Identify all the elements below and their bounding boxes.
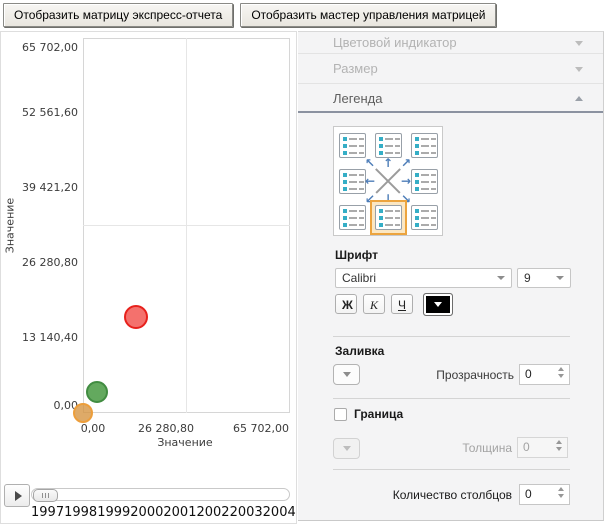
- legend-pos-top-center[interactable]: [374, 132, 402, 158]
- legend-position-grid: ↖ ↑ ↗ ← → ↙ ↓ ↘: [333, 126, 443, 236]
- year-label: 1999: [97, 505, 131, 520]
- transparency-input[interactable]: [520, 365, 557, 382]
- year-label: 2000: [130, 505, 164, 520]
- spinner-up-icon[interactable]: [558, 487, 564, 491]
- y-tick: 52 561,60: [22, 106, 78, 119]
- y-tick: 0,00: [53, 399, 79, 412]
- column-count-input[interactable]: [520, 485, 557, 502]
- fill-section-label: Заливка: [335, 344, 385, 358]
- bubble-chart-panel: Значение 65 702,00 52 561,60 39 421,20 2…: [0, 31, 297, 524]
- italic-button[interactable]: К: [363, 294, 385, 314]
- chevron-down-icon: [556, 276, 564, 280]
- arrow-up-icon: ↑: [382, 156, 394, 170]
- border-checkbox[interactable]: [334, 408, 347, 421]
- font-size-combobox[interactable]: 9: [517, 268, 571, 288]
- chevron-down-icon: [342, 372, 351, 377]
- bold-button[interactable]: Ж: [335, 294, 357, 314]
- legend-preview-icon: [374, 204, 402, 230]
- spinner-down-icon[interactable]: [558, 374, 564, 378]
- font-size-value: 9: [524, 271, 531, 285]
- arrow-left-icon: ←: [364, 174, 376, 188]
- year-label: 2003: [229, 505, 263, 520]
- chevron-down-icon: [342, 446, 351, 451]
- transparency-spinner[interactable]: [519, 364, 570, 385]
- year-label: 2004: [262, 505, 296, 520]
- show-matrix-manager-button[interactable]: Отобразить мастер управления матрицей: [240, 3, 497, 27]
- font-family-combobox[interactable]: Calibri: [335, 268, 512, 288]
- arrow-up-left-icon: ↖: [364, 156, 376, 170]
- legend-pos-top-right[interactable]: [410, 132, 438, 158]
- y-tick: 13 140,40: [22, 331, 78, 344]
- bubble-red[interactable]: [123, 305, 148, 330]
- chevron-up-icon: [575, 95, 583, 101]
- divider: [333, 469, 570, 470]
- font-section-label: Шрифт: [335, 248, 378, 262]
- legend-pos-bottom-left[interactable]: [338, 204, 366, 230]
- x-tick: 65 702,00: [233, 422, 289, 435]
- legend-pos-top-left[interactable]: [338, 132, 366, 158]
- arrow-down-left-icon: ↙: [365, 193, 375, 205]
- year-label: 1998: [64, 505, 98, 520]
- section-color-indicator[interactable]: Цветовой индикатор: [298, 32, 603, 54]
- y-tick: 26 280,80: [22, 256, 78, 269]
- font-color-dropdown-button[interactable]: [423, 293, 453, 316]
- underline-button[interactable]: Ч: [391, 294, 413, 314]
- timeline-year-labels: 1997 1998 1999 2000 2001 2002 2003 2004: [31, 505, 296, 520]
- fill-color-dropdown-button[interactable]: [333, 364, 360, 385]
- thickness-label: Толщина: [462, 441, 512, 455]
- year-label: 2002: [196, 505, 230, 520]
- section-label: Цветовой индикатор: [333, 35, 457, 50]
- y-axis-title: Значение: [3, 197, 17, 254]
- column-count-label: Количество столбцов: [392, 488, 512, 502]
- y-tick: 39 421,20: [22, 181, 78, 194]
- divider: [333, 336, 570, 337]
- thickness-spinner: [517, 437, 568, 458]
- font-family-value: Calibri: [342, 271, 377, 285]
- spinner-up-icon[interactable]: [558, 367, 564, 371]
- chevron-down-icon: [575, 40, 583, 46]
- legend-pos-bottom-center-selected[interactable]: [369, 199, 407, 235]
- legend-pos-middle-right[interactable]: [410, 168, 438, 194]
- year-label: 1997: [31, 505, 65, 520]
- spinner-down-icon: [556, 447, 562, 451]
- bubble-green[interactable]: [85, 380, 108, 403]
- column-count-spinner[interactable]: [519, 484, 570, 505]
- legend-pos-none-x-icon[interactable]: [374, 167, 402, 195]
- section-label: Легенда: [333, 91, 383, 106]
- year-label: 2001: [163, 505, 197, 520]
- section-size[interactable]: Размер: [298, 54, 603, 84]
- show-express-report-matrix-button[interactable]: Отобразить матрицу экспресс-отчета: [3, 3, 234, 27]
- x-axis-title: Значение: [157, 436, 213, 449]
- border-label: Граница: [354, 407, 404, 421]
- arrow-up-right-icon: ↗: [400, 156, 412, 170]
- legend-pos-middle-left[interactable]: [338, 168, 366, 194]
- legend-pos-bottom-right[interactable]: [410, 204, 438, 230]
- arrow-right-icon: →: [400, 174, 412, 188]
- arrow-down-right-icon: ↘: [401, 193, 411, 205]
- settings-panel: Цветовой индикатор Размер Легенда ↖ ↑ ↗ …: [298, 31, 604, 521]
- border-color-dropdown-button[interactable]: [333, 438, 360, 459]
- bubble-orange[interactable]: [73, 403, 93, 423]
- spinner-up-icon: [556, 440, 562, 444]
- play-icon: [14, 490, 22, 501]
- toolbar: Отобразить матрицу экспресс-отчета Отобр…: [3, 3, 497, 27]
- x-tick: 0,00: [80, 422, 106, 435]
- thickness-input: [518, 438, 555, 455]
- arrow-down-icon: ↓: [383, 193, 393, 205]
- horizontal-center-gridline: [83, 225, 290, 226]
- chevron-down-icon: [575, 66, 583, 72]
- timeline-slider-thumb[interactable]: [33, 489, 58, 502]
- chevron-down-icon: [434, 302, 442, 307]
- timeline-play-button[interactable]: [4, 484, 30, 507]
- section-legend[interactable]: Легенда: [298, 84, 603, 113]
- transparency-label: Прозрачность: [436, 368, 514, 382]
- divider: [333, 398, 570, 399]
- chevron-down-icon: [497, 276, 505, 280]
- spinner-down-icon[interactable]: [558, 494, 564, 498]
- y-tick: 65 702,00: [22, 41, 78, 54]
- section-label: Размер: [333, 61, 378, 76]
- x-tick: 26 280,80: [138, 422, 194, 435]
- timeline-slider-track[interactable]: [31, 488, 290, 502]
